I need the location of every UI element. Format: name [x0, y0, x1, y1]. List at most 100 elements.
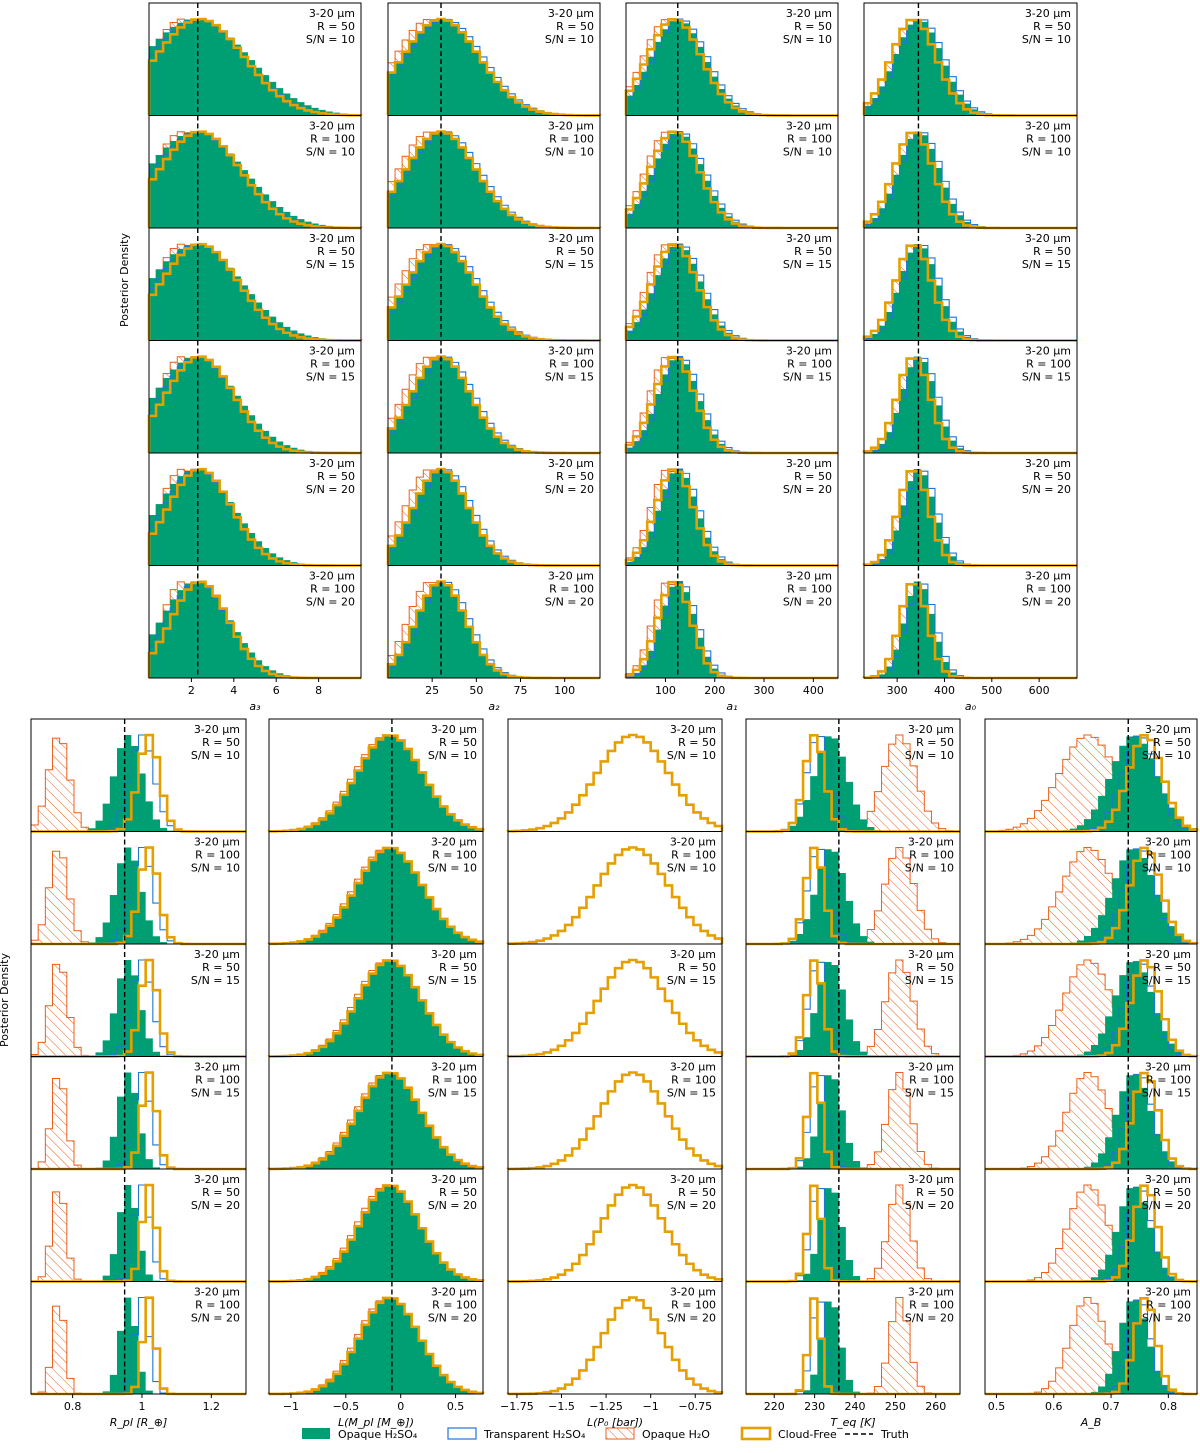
x-tick-label: 200	[704, 684, 725, 697]
histogram-cloud-free	[267, 1071, 485, 1171]
row-label-snr: S/N = 10	[667, 749, 716, 762]
row-label-snr: S/N = 10	[306, 33, 355, 46]
panel-frame	[30, 1281, 247, 1395]
row-label-resolution: R = 100	[1026, 358, 1071, 371]
row-label-resolution: R = 50	[317, 470, 355, 483]
row-label-resolution: R = 100	[909, 1299, 954, 1312]
row-label-band: 3-20 μm	[1145, 1061, 1191, 1074]
histogram-opaque-h2so4	[746, 1075, 960, 1169]
row-label-snr: S/N = 15	[306, 258, 355, 271]
histogram-panel: 3-20 μmR = 50S/N = 15	[862, 227, 1078, 342]
row-label-snr: S/N = 15	[783, 371, 832, 384]
row-label-snr: S/N = 15	[545, 371, 594, 384]
x-tick-label: 50	[469, 684, 483, 697]
row-label-snr: S/N = 15	[667, 1087, 716, 1100]
histogram-opaque-h2so4	[746, 962, 960, 1057]
row-label-resolution: R = 100	[787, 583, 832, 596]
x-tick-label: −0.5	[332, 1400, 359, 1413]
row-label-band: 3-20 μm	[194, 723, 240, 736]
x-tick-label: 0.5	[447, 1400, 465, 1413]
legend-swatch-opaque-h2so4	[302, 1428, 330, 1439]
x-tick-label: 6	[273, 684, 280, 697]
row-label-snr: S/N = 10	[428, 749, 477, 762]
legend-label-opaque-h2so4: Opaque H₂SO₄	[338, 1428, 418, 1441]
histogram-opaque-h2so4	[626, 19, 838, 116]
row-label-snr: S/N = 20	[545, 596, 594, 609]
row-label-snr: S/N = 15	[783, 258, 832, 271]
row-label-snr: S/N = 15	[428, 974, 477, 987]
row-label-resolution: R = 50	[1153, 961, 1191, 974]
row-label-band: 3-20 μm	[670, 1061, 716, 1074]
panel-frame	[148, 565, 362, 679]
row-label-band: 3-20 μm	[194, 1173, 240, 1186]
row-label-resolution: R = 100	[549, 133, 594, 146]
row-label-band: 3-20 μm	[1025, 457, 1071, 470]
row-label-snr: S/N = 20	[667, 1312, 716, 1325]
row-label-resolution: R = 50	[202, 736, 240, 749]
row-label-band: 3-20 μm	[786, 457, 832, 470]
row-label-resolution: R = 100	[671, 849, 716, 862]
histogram-opaque-h2so4	[864, 469, 1077, 566]
row-label-resolution: R = 50	[794, 245, 832, 258]
histogram-cloud-free	[267, 1296, 485, 1396]
row-label-band: 3-20 μm	[431, 1173, 477, 1186]
row-label-band: 3-20 μm	[548, 570, 594, 583]
row-label-band: 3-20 μm	[786, 570, 832, 583]
histogram-panel: 3-20 μmR = 50S/N = 10	[862, 2, 1078, 117]
row-label-resolution: R = 50	[794, 470, 832, 483]
row-label-band: 3-20 μm	[194, 948, 240, 961]
x-tick-label: 0.8	[64, 1400, 82, 1413]
row-label-resolution: R = 100	[310, 358, 355, 371]
histogram-cloud-free	[506, 1071, 724, 1171]
row-label-snr: S/N = 10	[545, 146, 594, 159]
row-label-resolution: R = 50	[439, 1186, 477, 1199]
histogram-panel: 3-20 μmR = 50S/N = 15	[984, 943, 1199, 1058]
histogram-cloud-free	[267, 1184, 485, 1283]
x-tick-label: −0.75	[678, 1400, 712, 1413]
histogram-opaque-h2so4	[746, 736, 960, 832]
row-label-resolution: R = 100	[1146, 1074, 1191, 1087]
legend-swatch-opaque-h2o	[605, 1427, 635, 1440]
histogram-panel: 3-20 μmR = 50S/N = 20	[386, 452, 601, 567]
row-label-resolution: R = 100	[671, 1299, 716, 1312]
row-label-band: 3-20 μm	[548, 345, 594, 358]
row-label-snr: S/N = 15	[1022, 258, 1071, 271]
row-label-snr: S/N = 10	[1142, 749, 1191, 762]
x-tick-label: 0.5	[988, 1400, 1006, 1413]
row-label-resolution: R = 50	[678, 736, 716, 749]
row-label-band: 3-20 μm	[670, 1173, 716, 1186]
x-tick-label: 300	[754, 684, 775, 697]
histogram-opaque-h2so4	[626, 356, 838, 453]
row-label-resolution: R = 100	[1026, 133, 1071, 146]
histogram-opaque-h2so4	[985, 961, 1197, 1057]
histogram-panel: 3-20 μmR = 50S/N = 10	[506, 718, 724, 833]
histogram-opaque-h2so4	[864, 131, 1077, 228]
row-label-resolution: R = 50	[916, 1186, 954, 1199]
histogram-opaque-h2so4	[269, 1297, 483, 1394]
row-label-snr: S/N = 10	[1022, 33, 1071, 46]
row-label-resolution: R = 100	[1146, 849, 1191, 862]
row-label-snr: S/N = 10	[191, 862, 240, 875]
panel-frame	[387, 565, 601, 679]
row-label-resolution: R = 100	[432, 1299, 477, 1312]
row-label-snr: S/N = 20	[783, 483, 832, 496]
histogram-opaque-h2so4	[746, 849, 960, 944]
row-label-resolution: R = 50	[1033, 470, 1071, 483]
row-label-snr: S/N = 15	[191, 1087, 240, 1100]
row-label-snr: S/N = 20	[191, 1312, 240, 1325]
x-tick-label: −1	[283, 1400, 299, 1413]
row-label-band: 3-20 μm	[548, 457, 594, 470]
x-tick-label: 260	[925, 1400, 946, 1413]
histogram-panel: 3-20 μmR = 50S/N = 10	[267, 718, 485, 833]
x-tick-label: 1	[138, 1400, 145, 1413]
x-tick-label: −1.75	[500, 1400, 534, 1413]
row-label-resolution: R = 50	[916, 961, 954, 974]
